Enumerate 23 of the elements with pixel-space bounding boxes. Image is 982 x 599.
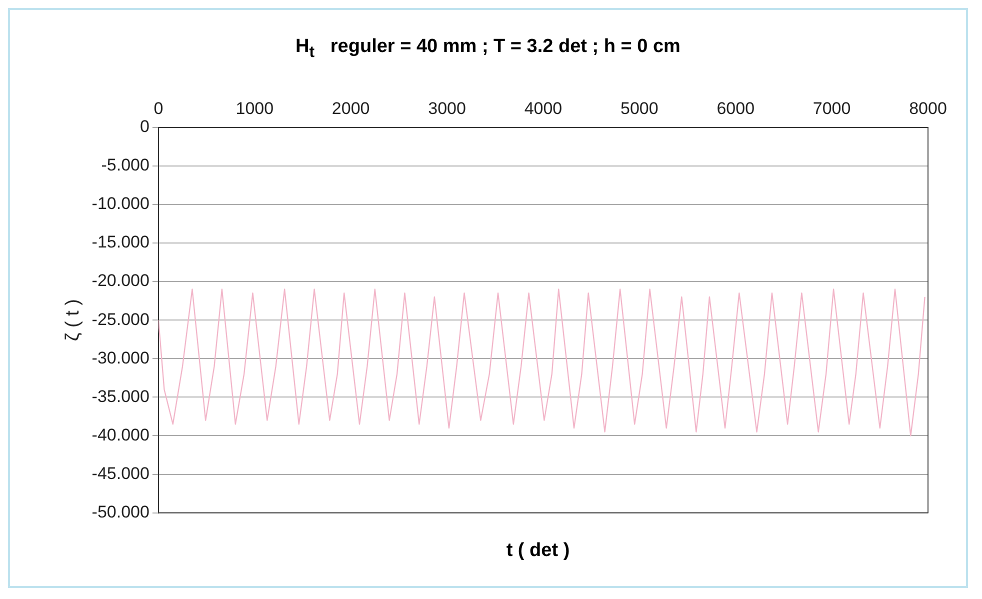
y-tick-label: -40.000: [92, 425, 150, 444]
x-tick-label: 2000: [332, 98, 370, 118]
x-tick-label: 6000: [716, 98, 755, 118]
y-tick-label: -25.000: [92, 310, 150, 329]
x-axis-title: t ( det ): [505, 540, 571, 562]
x-tick-label: 5000: [620, 98, 658, 118]
y-axis-title: ζ ( t ): [62, 298, 84, 341]
y-tick-label: -45.000: [92, 464, 150, 483]
y-tick-label: -5.000: [101, 155, 150, 174]
x-tick-label: 8000: [909, 98, 947, 118]
x-tick-label: 4000: [524, 98, 562, 118]
y-tick-label: -35.000: [92, 386, 150, 406]
y-tick-label: -50.000: [92, 502, 150, 522]
x-tick-label: 0: [154, 98, 164, 118]
x-tick-label: 7000: [812, 98, 851, 118]
y-tick-label: -15.000: [92, 232, 150, 252]
y-tick-label: -10.000: [92, 194, 150, 213]
x-tick-label: 1000: [236, 98, 274, 118]
x-tick-label: 3000: [428, 98, 466, 118]
chart-title: H$_{t}$ reguler = 40 mm ; T = 3.2 det ; h = 0 cm: [294, 36, 682, 62]
y-tick-label: -30.000: [92, 348, 150, 368]
y-tick-label: 0: [140, 116, 150, 136]
y-tick-label: -20.000: [92, 271, 150, 290]
